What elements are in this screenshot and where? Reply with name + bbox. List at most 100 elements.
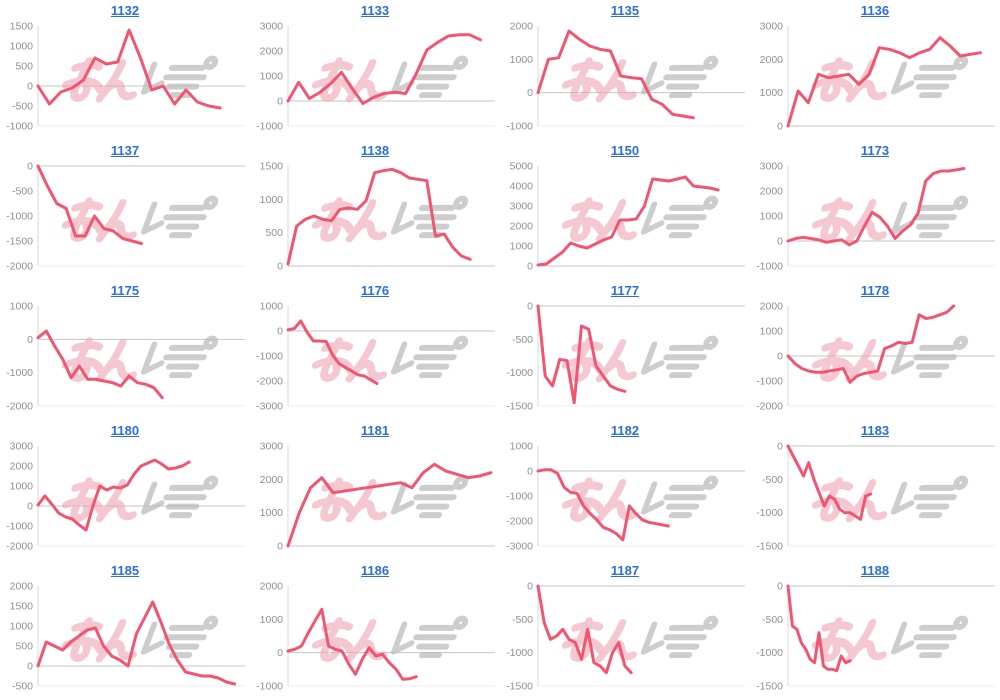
y-tick-label: 1000: [260, 301, 284, 313]
chart-cell: 1137 0 -500 -1000 -1500 -2000: [0, 140, 250, 280]
y-tick-label: -1000: [506, 121, 533, 133]
y-tick-label: 1000: [260, 71, 284, 83]
y-tick-label: 0: [527, 87, 533, 99]
chart-cell: 1175 1000 0 -1000 -2000: [0, 280, 250, 420]
y-tick-label: 0: [277, 541, 283, 553]
minrepo-watermark: [62, 619, 216, 659]
y-tick-label: -1500: [6, 236, 33, 248]
y-tick-label: -1500: [506, 681, 533, 693]
minrepo-watermark: [562, 199, 716, 239]
chart-canvas: 2000 1000 0 -1000: [256, 581, 495, 693]
chart-title-link[interactable]: 1183: [860, 423, 890, 438]
chart-title-link[interactable]: 1180: [110, 423, 140, 438]
chart-title-link[interactable]: 1138: [360, 143, 390, 158]
y-tick-label: 0: [277, 326, 283, 338]
y-tick-label: -1000: [256, 351, 283, 363]
y-tick-label: 1000: [510, 54, 534, 66]
y-tick-label: 0: [527, 261, 533, 273]
chart-title-link[interactable]: 1173: [860, 143, 890, 158]
chart-title-link[interactable]: 1175: [110, 283, 140, 298]
chart-canvas: 0 -500 -1000 -1500: [506, 301, 745, 413]
y-tick-label: 1000: [10, 301, 34, 313]
y-tick-label: -1000: [756, 376, 783, 388]
chart-cell: 1173 3000 2000 1000 0 -1000: [750, 140, 1000, 280]
y-tick-label: -2000: [6, 261, 33, 273]
minrepo-watermark: [62, 339, 216, 379]
y-tick-label: 0: [777, 236, 783, 248]
chart-title-link[interactable]: 1136: [860, 3, 890, 18]
y-tick-label: 0: [527, 301, 533, 313]
chart-canvas: 1500 1000 500 0 -500 -1000: [6, 21, 245, 133]
chart-title-link[interactable]: 1150: [610, 143, 640, 158]
chart-cell: 1150 5000 4000 3000 2000 1000 0: [500, 140, 750, 280]
y-tick-label: -1000: [256, 121, 283, 133]
chart-title-link[interactable]: 1177: [610, 283, 640, 298]
y-tick-label: -1000: [6, 121, 33, 133]
y-tick-label: -500: [12, 101, 33, 113]
series-line: [536, 29, 695, 120]
y-tick-label: 1000: [760, 211, 784, 223]
minrepo-watermark: [562, 479, 716, 519]
y-tick-label: 2000: [510, 21, 534, 33]
y-tick-label: 500: [15, 641, 33, 653]
y-tick-label: 1500: [260, 161, 284, 173]
y-tick-label: -2000: [256, 376, 283, 388]
chart-title-link[interactable]: 1178: [860, 283, 890, 298]
y-tick-label: -1000: [6, 367, 33, 379]
series-line: [536, 304, 627, 405]
y-tick-label: 3000: [510, 201, 534, 213]
chart-title-link[interactable]: 1187: [610, 563, 640, 578]
y-tick-label: 0: [277, 647, 283, 659]
chart-title-link[interactable]: 1132: [110, 3, 140, 18]
chart-canvas: 1000 0 -1000 -2000: [6, 301, 245, 413]
chart-title-link[interactable]: 1137: [110, 143, 140, 158]
chart-title-link[interactable]: 1185: [110, 563, 140, 578]
y-tick-label: -500: [512, 614, 533, 626]
chart-title-link[interactable]: 1181: [360, 423, 390, 438]
y-tick-label: 0: [777, 441, 783, 453]
y-tick-label: -1500: [506, 401, 533, 413]
chart-title-link[interactable]: 1188: [860, 563, 890, 578]
chart-canvas: 3000 2000 1000 0: [260, 441, 495, 553]
y-tick-label: -500: [12, 681, 33, 693]
y-tick-label: 0: [277, 261, 283, 273]
chart-canvas: 2000 1000 0 -1000 -2000: [756, 301, 995, 413]
chart-canvas: 2000 1500 1000 500 0 -500: [10, 581, 245, 693]
chart-canvas: 1000 0 -1000 -2000 -3000: [256, 301, 495, 413]
chart-cell: 1188 0 -500 -1000 -1500: [750, 560, 1000, 700]
y-tick-label: -1000: [506, 367, 533, 379]
series-line: [536, 175, 720, 267]
y-tick-label: 4000: [510, 181, 534, 193]
series-line: [286, 319, 379, 385]
y-tick-label: 2000: [260, 46, 284, 58]
series-line: [36, 600, 237, 686]
y-tick-label: 1000: [260, 194, 284, 206]
y-tick-label: 0: [27, 661, 33, 673]
chart-title-link[interactable]: 1182: [610, 423, 640, 438]
minrepo-watermark: [812, 619, 966, 659]
y-tick-label: -500: [512, 334, 533, 346]
y-tick-label: 1000: [10, 481, 34, 493]
chart-title-link[interactable]: 1133: [360, 3, 390, 18]
chart-cell: 1177 0 -500 -1000 -1500: [500, 280, 750, 420]
chart-cell: 1132 1500 1000 500 0 -500 -1000: [0, 0, 250, 140]
y-tick-label: 0: [777, 121, 783, 133]
y-tick-label: 1000: [260, 507, 284, 519]
series-line: [286, 607, 418, 681]
y-tick-label: 2000: [510, 221, 534, 233]
y-tick-label: 1000: [510, 241, 534, 253]
y-tick-label: -2000: [6, 401, 33, 413]
chart-title-link[interactable]: 1135: [610, 3, 640, 18]
chart-title-link[interactable]: 1186: [360, 563, 390, 578]
y-tick-label: -1500: [756, 541, 783, 553]
series-line: [36, 28, 222, 110]
y-tick-label: -1000: [756, 261, 783, 273]
chart-title-link[interactable]: 1176: [360, 283, 390, 298]
chart-canvas: 3000 2000 1000 0 -1000: [756, 161, 995, 273]
series-line: [786, 584, 852, 673]
chart-canvas: 1000 0 -1000 -2000 -3000: [506, 441, 745, 553]
y-tick-label: 3000: [260, 441, 284, 453]
y-tick-label: 0: [777, 351, 783, 363]
y-tick-label: 0: [27, 81, 33, 93]
